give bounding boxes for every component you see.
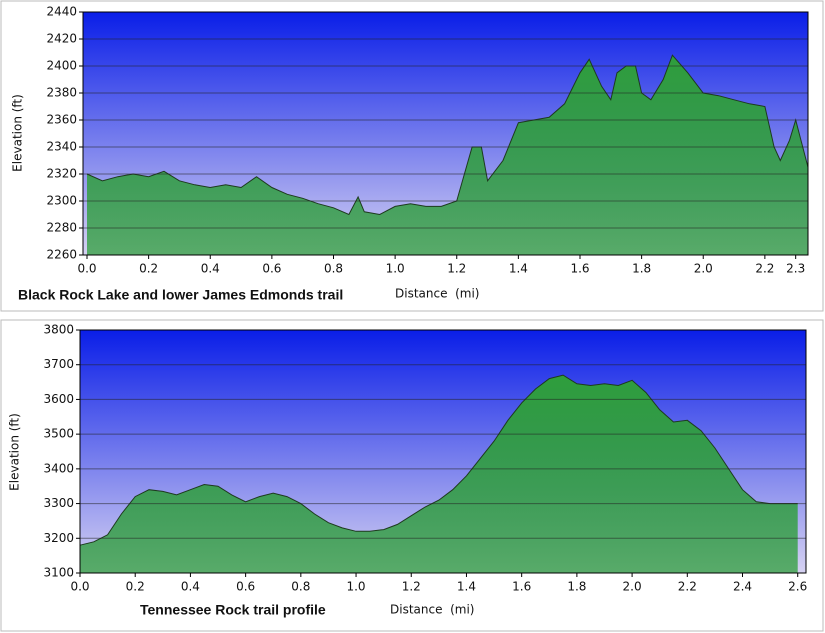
x-tick-label: 2.4 (733, 580, 752, 594)
y-tick-label: 3400 (43, 461, 74, 475)
plot-border (79, 329, 807, 574)
y-tick-label: 2400 (46, 59, 77, 73)
x-tick-label: 2.0 (623, 580, 642, 594)
x-tick-label: 0.6 (236, 580, 255, 594)
x-tick-label: 1.2 (402, 580, 421, 594)
x-tick-label: 1.4 (509, 262, 528, 276)
y-axis-label: Elevation (ft) (11, 94, 25, 172)
x-tick-label: 1.0 (386, 262, 405, 276)
y-tick-label: 2300 (46, 194, 77, 208)
x-tick-label: 0.2 (139, 262, 158, 276)
y-tick-label: 3700 (43, 357, 74, 371)
x-tick-label: 0.4 (181, 580, 200, 594)
y-tick-label: 3500 (43, 427, 74, 441)
y-tick-label: 2340 (46, 140, 77, 154)
x-axis-label: Distance (mi) (390, 603, 475, 617)
y-tick-label: 3200 (43, 531, 74, 545)
area-outline (86, 54, 809, 216)
x-tick-label: 0.0 (77, 262, 96, 276)
x-tick-label: 0.4 (201, 262, 220, 276)
y-tick-label: 3800 (43, 323, 74, 337)
chart-title: Black Rock Lake and lower James Edmonds … (18, 287, 343, 303)
x-tick-label: 0.2 (126, 580, 145, 594)
x-tick-label: 1.2 (447, 262, 466, 276)
y-tick-label: 3600 (43, 392, 74, 406)
x-tick-label: 1.0 (346, 580, 365, 594)
x-tick-label: 0.6 (262, 262, 281, 276)
x-tick-label: 2.6 (788, 580, 807, 594)
y-tick-label: 2440 (46, 5, 77, 19)
x-tick-label: 2.3 (786, 262, 805, 276)
y-tick-label: 2420 (46, 32, 77, 46)
chart-title: Tennessee Rock trail profile (140, 602, 326, 618)
x-tick-label: 1.8 (567, 580, 586, 594)
area-fill (87, 55, 808, 256)
y-tick-label: 3100 (43, 566, 74, 580)
area-fill (80, 375, 798, 573)
y-tick-label: 2260 (46, 248, 77, 262)
plot-border (82, 11, 809, 256)
y-tick-label: 2280 (46, 221, 77, 235)
y-tick-label: 2320 (46, 167, 77, 181)
x-tick-label: 2.2 (755, 262, 774, 276)
y-tick-label: 3300 (43, 496, 74, 510)
x-tick-label: 1.8 (632, 262, 651, 276)
area-outline (79, 374, 798, 546)
x-tick-label: 0.0 (70, 580, 89, 594)
y-tick-label: 2360 (46, 113, 77, 127)
x-tick-label: 2.2 (678, 580, 697, 594)
x-axis-label: Distance (mi) (395, 287, 480, 301)
x-tick-label: 2.0 (694, 262, 713, 276)
x-tick-label: 0.8 (291, 580, 310, 594)
x-tick-label: 1.6 (512, 580, 531, 594)
x-tick-label: 1.4 (457, 580, 476, 594)
x-tick-label: 1.6 (570, 262, 589, 276)
y-tick-label: 2380 (46, 86, 77, 100)
y-axis-label: Elevation (ft) (8, 413, 22, 491)
x-tick-label: 0.8 (324, 262, 343, 276)
